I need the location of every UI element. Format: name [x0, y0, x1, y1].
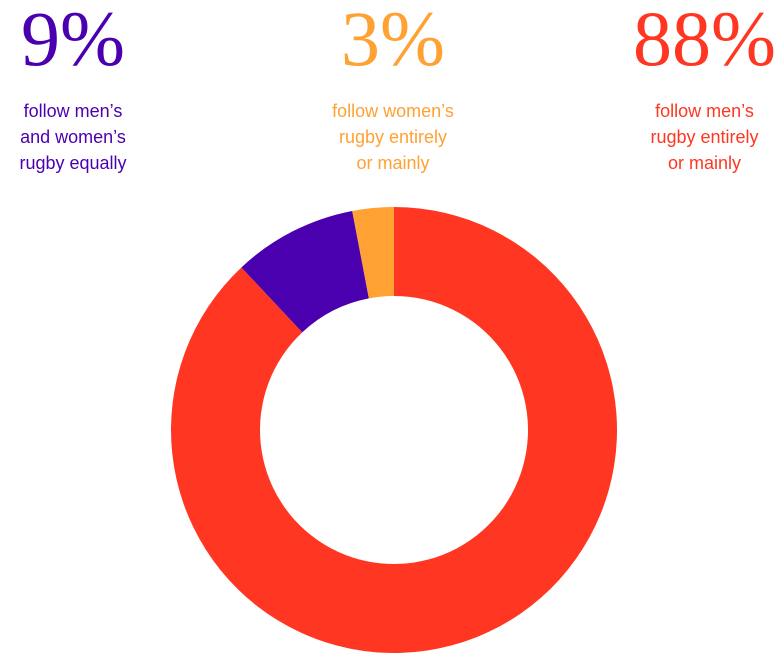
stat-both-equally: 9% follow men’s and women’s rugby equall…	[0, 0, 146, 176]
stat-description: follow men’s rugby entirely or mainly	[628, 98, 781, 176]
stat-description-line: and women’s	[20, 127, 126, 147]
donut-slice-1	[241, 210, 369, 333]
stat-description-line: follow men’s	[655, 101, 754, 121]
donut-slice-0	[171, 207, 618, 653]
stat-description-line: or mainly	[356, 153, 430, 173]
stat-percent: 3%	[341, 0, 445, 82]
stat-description-line: follow women’s	[332, 101, 454, 121]
stat-description-line: rugby entirely	[650, 127, 759, 147]
stat-description-line: follow men’s	[23, 101, 123, 121]
stat-description: follow men’s and women’s rugby equally	[0, 98, 146, 176]
stat-description-line: rugby entirely	[338, 127, 448, 147]
donut-slice-2	[352, 207, 394, 299]
stat-description-line: or mainly	[667, 153, 742, 173]
stat-description-line: rugby equally	[19, 153, 127, 173]
stat-description: follow women’s rugby entirely or mainly	[300, 98, 486, 176]
stat-percent: 9%	[21, 0, 125, 82]
stat-percent: 88%	[633, 0, 776, 82]
stat-mens-mainly: 88% follow men’s rugby entirely or mainl…	[628, 0, 781, 176]
stat-womens-mainly: 3% follow women’s rugby entirely or main…	[300, 0, 486, 176]
